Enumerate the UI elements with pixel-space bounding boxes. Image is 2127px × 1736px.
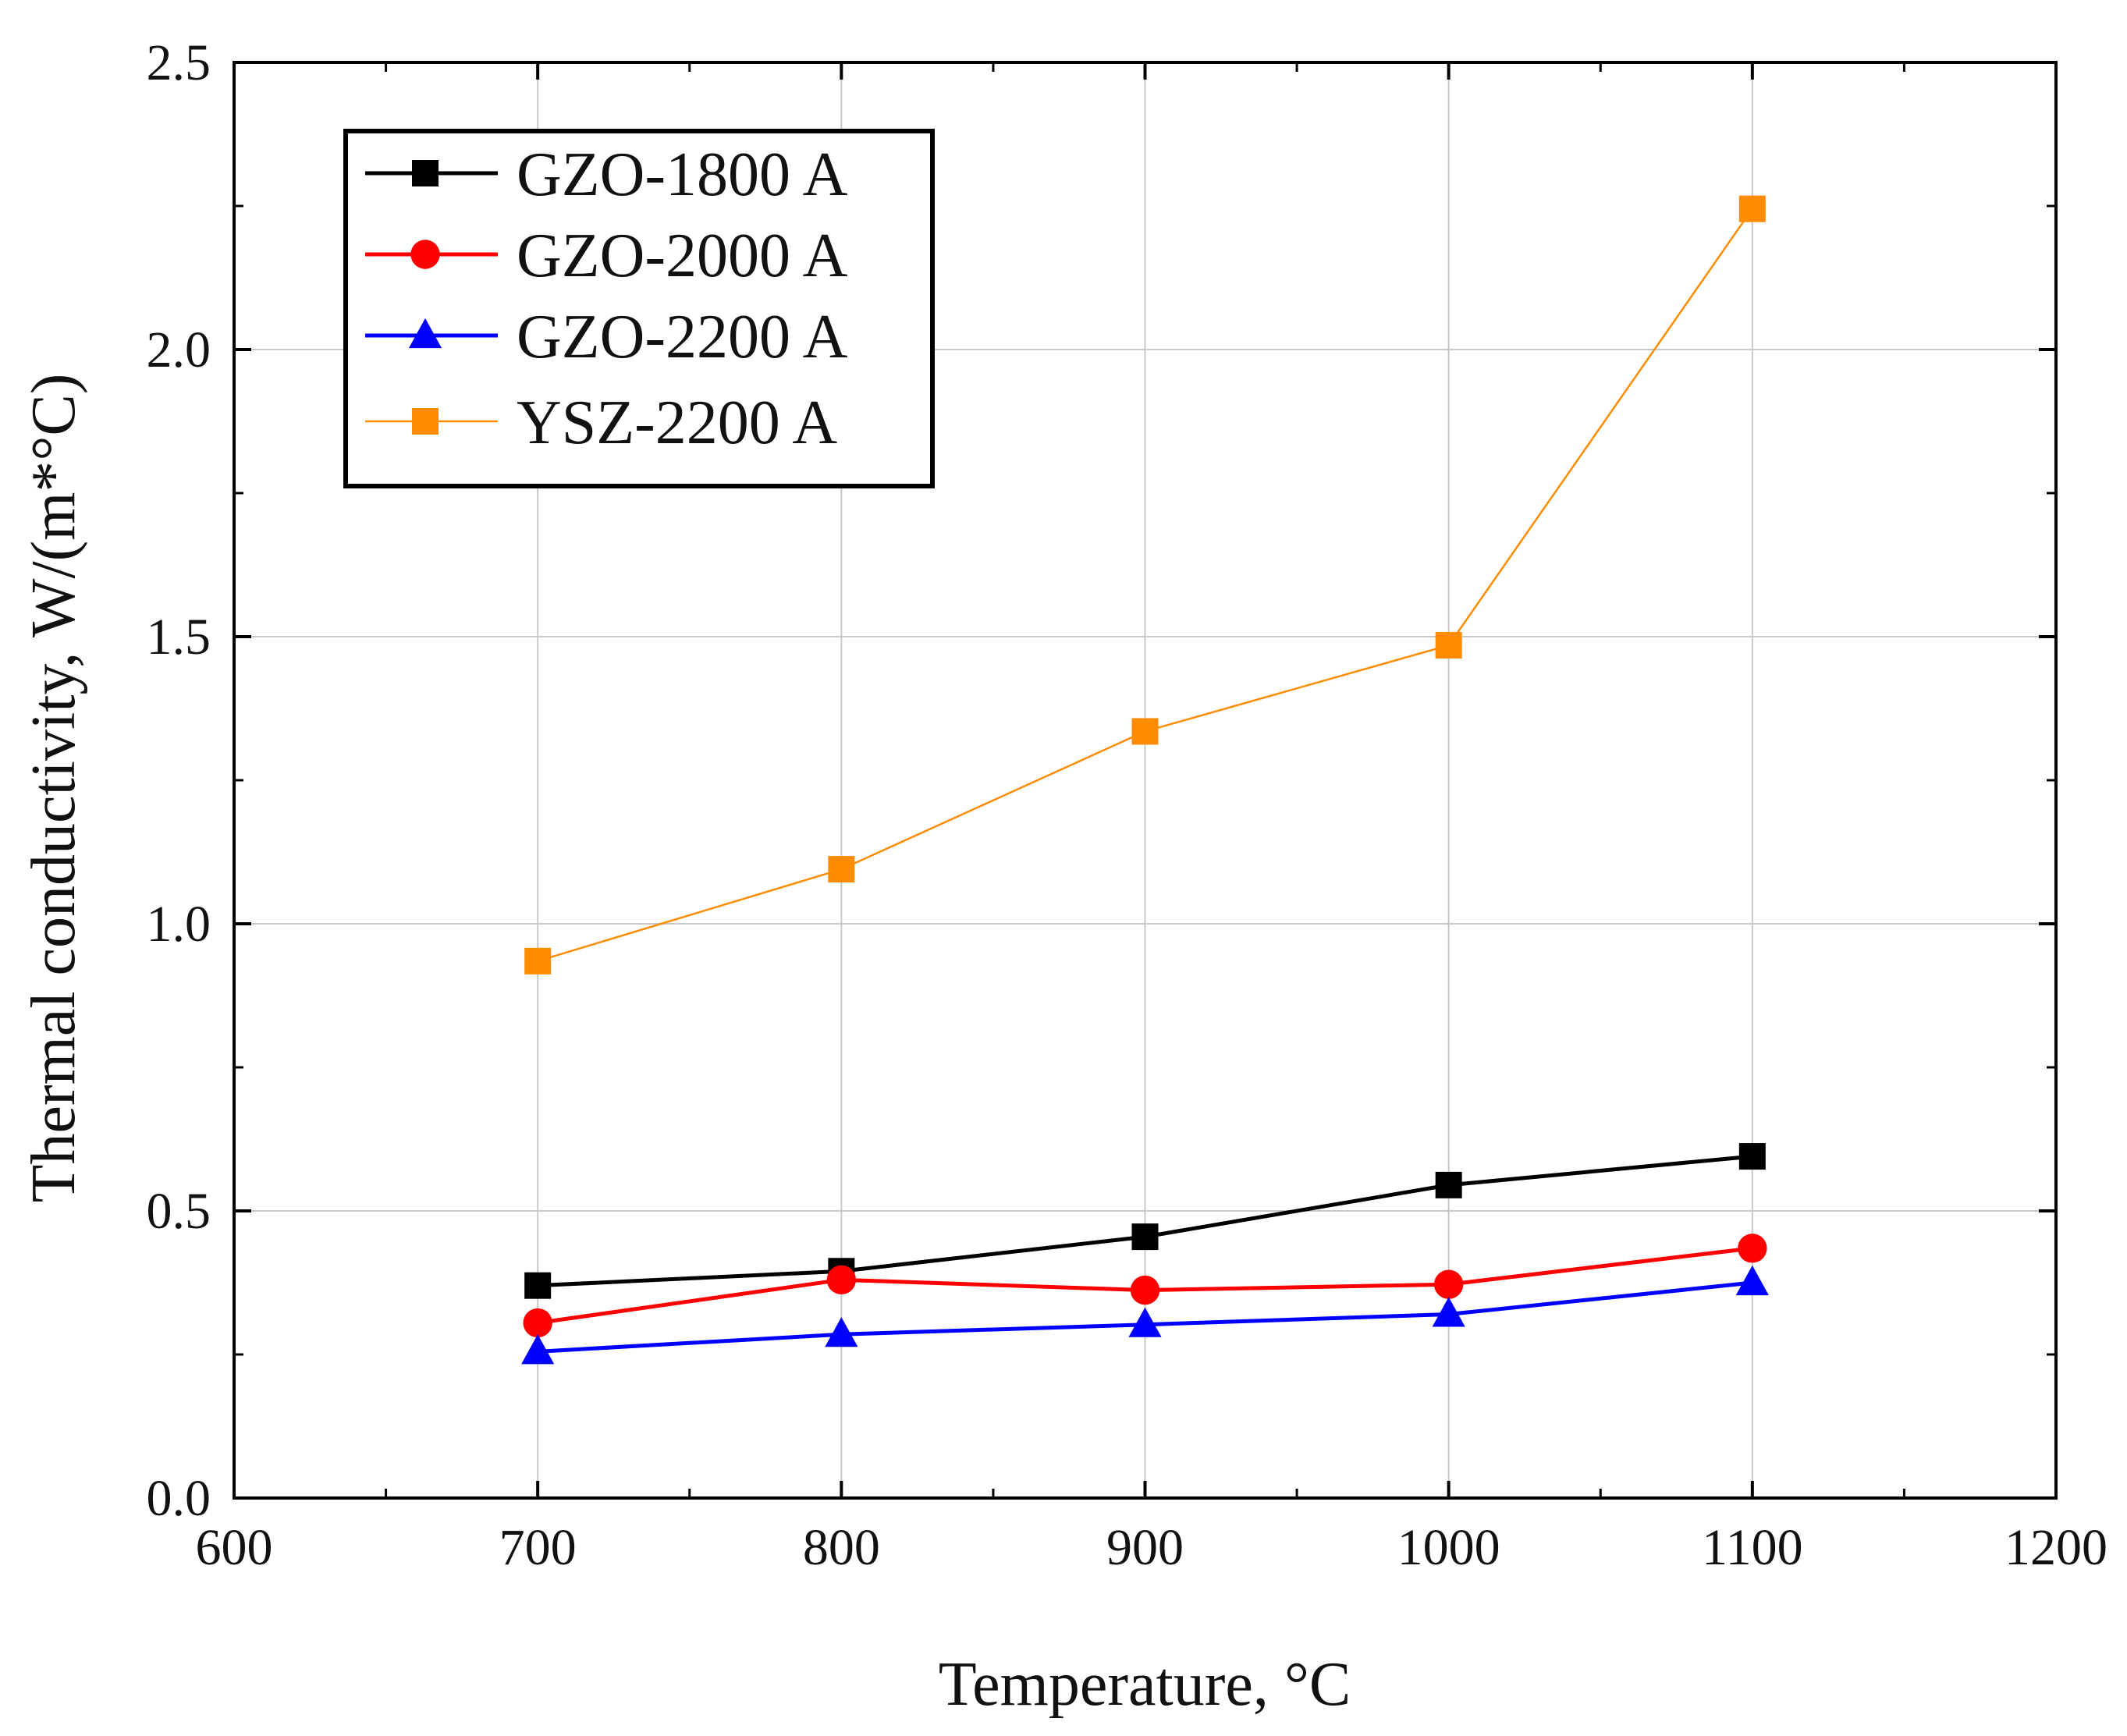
data-point (1130, 1275, 1160, 1305)
x-tick-label: 800 (803, 1519, 880, 1576)
legend-label: GZO-2000 A (517, 222, 848, 290)
data-point (1735, 1265, 1769, 1296)
x-tick-labels: 600 700 800 900 1000 1100 1200 (196, 1519, 2108, 1576)
data-point (1738, 1143, 1766, 1170)
data-point (1131, 718, 1159, 745)
legend-label: GZO-1800 A (517, 140, 848, 209)
data-point (1432, 1297, 1465, 1327)
data-series (521, 195, 1769, 1365)
y-axis-title: Thermal conductivity, W/(m*°C) (20, 374, 88, 1203)
data-point (1433, 1269, 1464, 1299)
legend-entry: GZO-2200 A (365, 303, 848, 371)
x-tick-label: 900 (1106, 1519, 1184, 1576)
legend-label: YSZ-2200 A (517, 389, 837, 457)
y-tick-label: 0.5 (147, 1183, 211, 1240)
x-tick-label: 1100 (1702, 1519, 1803, 1576)
x-axis-title: Temperature, °C (939, 1650, 1351, 1719)
data-point (828, 856, 855, 883)
legend-label: GZO-2200 A (517, 303, 848, 371)
data-point (825, 1317, 858, 1347)
series-ysz-2200-a (524, 195, 1766, 975)
data-point (1738, 1234, 1767, 1263)
data-point (1435, 632, 1462, 659)
legend-marker (412, 160, 439, 186)
y-tick-label: 2.0 (147, 321, 211, 378)
data-point (1435, 1171, 1462, 1198)
y-tick-label: 0.0 (147, 1470, 211, 1527)
x-tick-label: 700 (499, 1519, 577, 1576)
legend-entry: GZO-1800 A (365, 140, 848, 209)
series-gzo-2200-a (521, 1265, 1769, 1365)
y-tick-label: 1.0 (147, 896, 211, 953)
y-tick-label: 2.5 (147, 34, 211, 91)
plot-frame (233, 61, 2058, 1500)
x-tick-label: 1200 (2004, 1519, 2107, 1576)
legend-entry: YSZ-2200 A (365, 389, 837, 457)
data-point (523, 1308, 552, 1338)
data-point (1738, 195, 1766, 222)
y-tick-label: 1.5 (147, 609, 211, 666)
legend-marker (412, 408, 439, 435)
data-point (1128, 1307, 1162, 1337)
x-tick-label: 600 (196, 1519, 273, 1576)
legend-box (343, 129, 935, 488)
legend-marker (408, 318, 442, 349)
legend-entry: GZO-2000 A (365, 222, 848, 290)
y-tick-labels: 0.0 0.5 1.0 1.5 2.0 2.5 (147, 34, 211, 1527)
data-point (826, 1265, 857, 1295)
data-point (524, 947, 552, 975)
data-point (1131, 1223, 1159, 1251)
legend-marker (410, 240, 440, 269)
legend: GZO-1800 A GZO-2000 A GZO-2200 A YSZ-2200 A (343, 129, 935, 488)
data-point (524, 1272, 552, 1299)
series-gzo-2000-a (523, 1234, 1767, 1338)
x-tick-label: 1000 (1397, 1519, 1500, 1576)
data-point (521, 1334, 555, 1365)
